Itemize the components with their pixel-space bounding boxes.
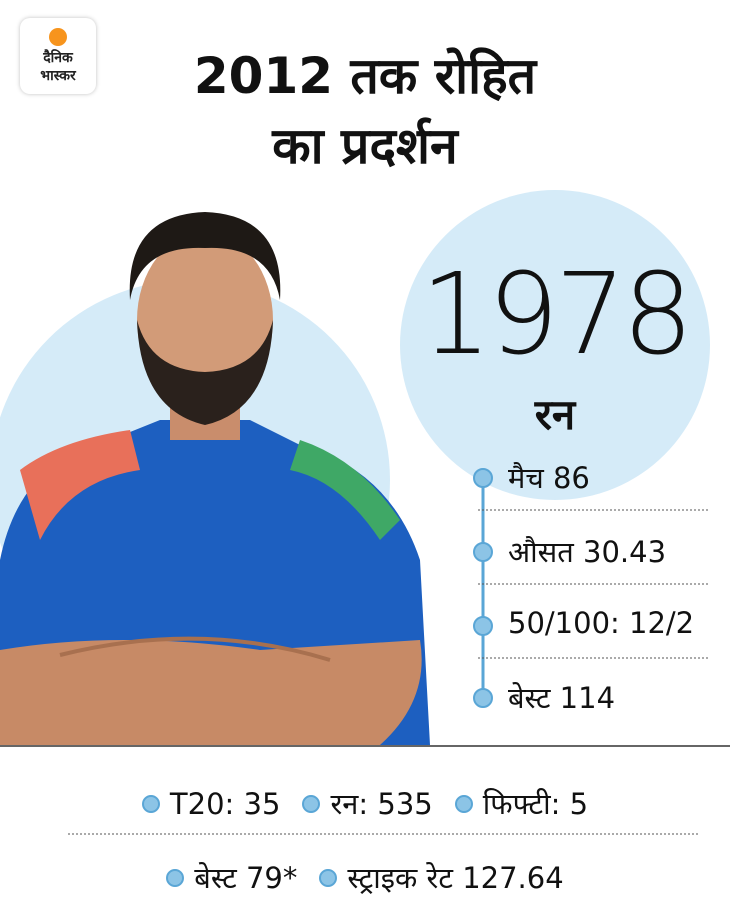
logo: दैनिक भास्कर [20, 18, 96, 94]
stat: मैच 86 [508, 461, 590, 495]
footer-item: रन: 535 [302, 784, 433, 823]
footer-text: T20: 35 [169, 786, 281, 821]
highlight-label: रन [534, 390, 576, 439]
footer-item: फिफ्टी: 5 [454, 784, 589, 823]
stat: बेस्ट 114 [508, 681, 616, 715]
player-photo [0, 212, 430, 745]
stats-dots [473, 468, 493, 708]
logo-text: भास्कर [40, 68, 76, 84]
footer-row: बेस्ट 79* स्ट्राइक रेट 127.64 [0, 858, 730, 897]
highlight-value: 1978 [420, 250, 693, 380]
highlight-circle [400, 190, 710, 500]
footer-text: स्ट्राइक रेट 127.64 [347, 861, 564, 895]
bullet [454, 794, 473, 813]
bullet [302, 794, 321, 813]
title: का प्रदर्शन [272, 117, 458, 175]
bullet [319, 868, 338, 887]
footer-item: T20: 35 [141, 784, 281, 823]
separators [68, 509, 710, 835]
bullet [141, 794, 160, 813]
footer-text: बेस्ट 79* [194, 861, 298, 895]
footer-text: फिफ्टी: 5 [482, 787, 589, 821]
footer-row: T20: 35 रन: 535 फिफ्टी: 5 [0, 784, 730, 823]
stat: 50/100: 12/2 [508, 606, 695, 640]
footer-text: रन: 535 [330, 787, 433, 821]
footer-item: स्ट्राइक रेट 127.64 [319, 858, 564, 897]
logo-text: दैनिक [43, 50, 73, 66]
bullet [166, 868, 185, 887]
stat: औसत 30.43 [508, 535, 667, 569]
footer-item: बेस्ट 79* [166, 858, 297, 897]
title: 2012 तक रोहित [193, 47, 537, 105]
